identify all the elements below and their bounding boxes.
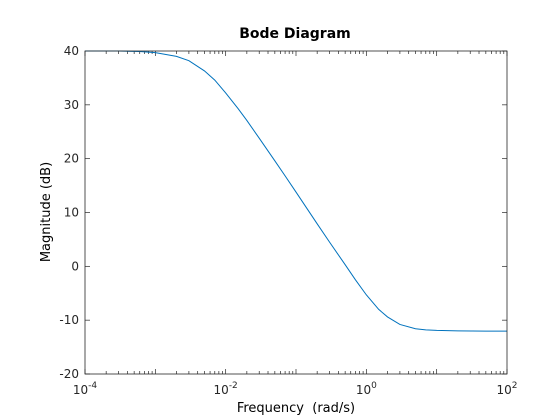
x-tick-exponent: -2 [229,381,238,391]
plot-area [85,51,507,374]
x-tick-base: 10 [496,383,511,397]
y-tick-label: 0 [71,259,79,273]
x-tick-exponent: -4 [88,381,97,391]
chart-title: Bode Diagram [239,26,351,42]
x-tick-exponent: 0 [371,381,377,391]
x-tick-exponent: 2 [512,381,518,391]
x-tick-label: 100 [356,381,377,397]
y-tick-label: 20 [64,152,79,166]
y-tick-label: -20 [59,367,79,381]
y-tick-label: 30 [64,98,79,112]
x-tick-base: 10 [73,383,88,397]
x-tick-label: 10-2 [214,381,238,397]
x-tick-base: 10 [214,383,229,397]
y-tick-label: 40 [64,44,79,58]
y-axis-label: Magnitude (dB) [39,162,54,262]
y-tick-label: -10 [59,313,79,327]
x-tick-base: 10 [356,383,371,397]
magnitude-line [85,50,507,332]
plot-box [84,50,508,375]
y-tick-label: 10 [64,206,79,220]
x-tick-label: 102 [496,381,517,397]
x-tick-label: 10-4 [73,381,98,397]
x-axis-label: Frequency (rad/s) [237,401,355,416]
